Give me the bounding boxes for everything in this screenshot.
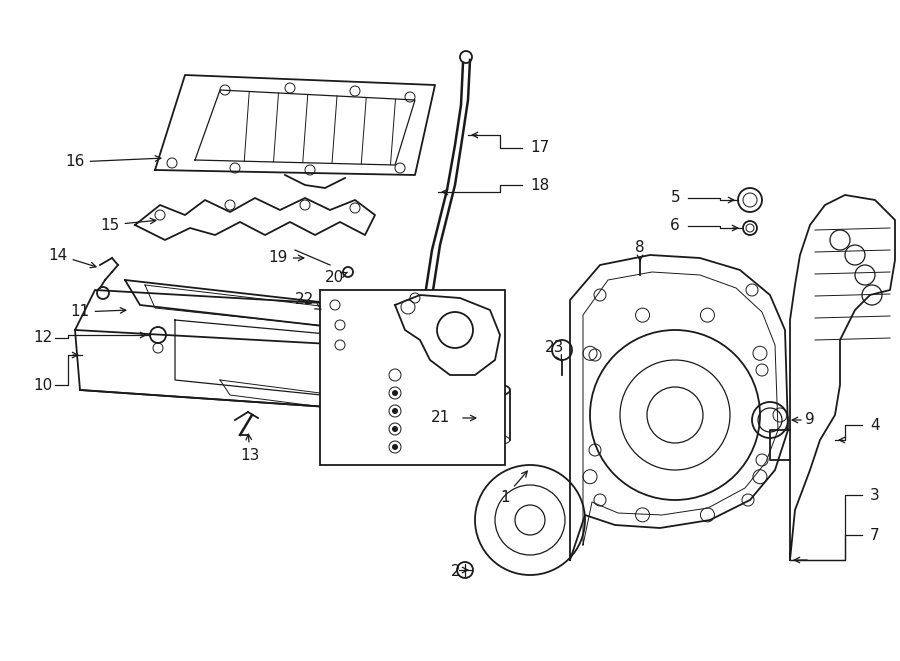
- Text: 5: 5: [670, 190, 680, 206]
- Text: 11: 11: [70, 305, 126, 319]
- Text: 16: 16: [66, 155, 161, 169]
- Circle shape: [392, 444, 398, 450]
- Text: 17: 17: [530, 141, 549, 155]
- Text: 3: 3: [870, 488, 880, 502]
- Text: 20: 20: [326, 270, 347, 286]
- Text: 13: 13: [240, 434, 260, 463]
- Text: 21: 21: [431, 410, 450, 426]
- Text: 7: 7: [870, 527, 879, 543]
- Text: 19: 19: [268, 251, 304, 266]
- Text: 4: 4: [870, 418, 879, 432]
- Text: 1: 1: [500, 471, 527, 504]
- Circle shape: [392, 426, 398, 432]
- Text: 10: 10: [33, 377, 52, 393]
- Bar: [320, 290, 505, 465]
- Text: 23: 23: [545, 340, 564, 361]
- Text: 14: 14: [49, 247, 96, 268]
- Text: 18: 18: [530, 178, 549, 192]
- Text: 15: 15: [101, 217, 156, 233]
- Text: 2: 2: [450, 564, 460, 580]
- Text: 6: 6: [670, 219, 680, 233]
- Text: 9: 9: [805, 412, 814, 428]
- Circle shape: [392, 390, 398, 396]
- Text: 8: 8: [635, 241, 644, 261]
- Text: 12: 12: [33, 330, 52, 346]
- Circle shape: [392, 408, 398, 414]
- Text: 22: 22: [295, 293, 320, 309]
